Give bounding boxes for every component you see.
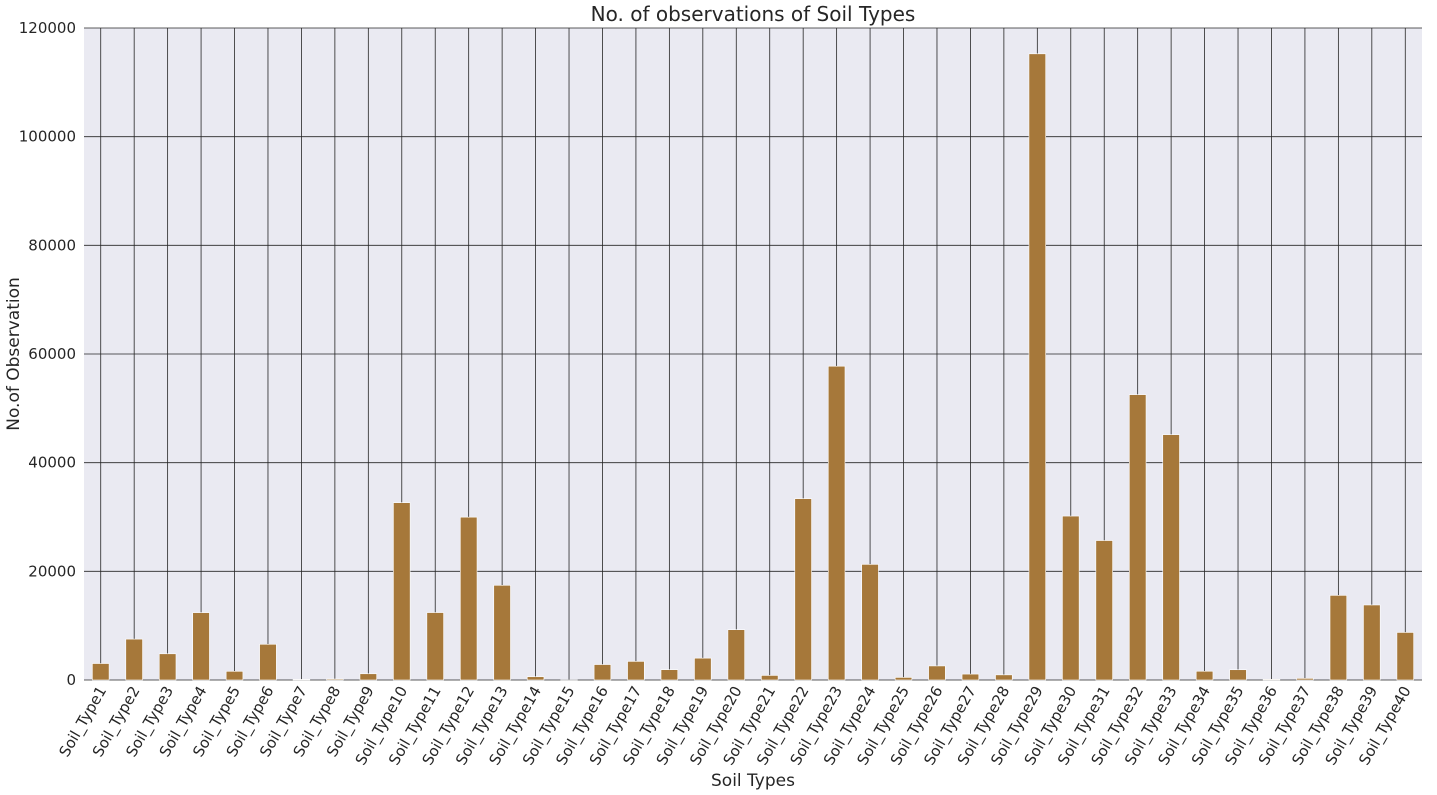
bar-soil-type20 bbox=[727, 629, 745, 681]
bar-soil-type25 bbox=[894, 677, 913, 681]
bar-soil-type35 bbox=[1229, 669, 1247, 681]
bar-soil-type3 bbox=[158, 653, 177, 681]
bar-soil-type8 bbox=[326, 678, 344, 681]
bar-soil-type2 bbox=[125, 638, 143, 681]
y-tick-label: 120000 bbox=[19, 19, 76, 37]
bar-soil-type27 bbox=[961, 673, 980, 681]
bar-soil-type19 bbox=[694, 657, 712, 681]
bar-soil-type31 bbox=[1095, 540, 1113, 681]
chart-title: No. of observations of Soil Types bbox=[591, 2, 916, 26]
x-tick-labels: Soil_Type1Soil_Type2Soil_Type3Soil_Type4… bbox=[55, 683, 1415, 769]
bar-soil-type38 bbox=[1329, 595, 1348, 681]
y-tick-label: 0 bbox=[66, 671, 76, 689]
bar-soil-type26 bbox=[928, 665, 946, 681]
bar-soil-type33 bbox=[1162, 434, 1180, 681]
bar-soil-type10 bbox=[393, 502, 411, 681]
bar-soil-type1 bbox=[92, 663, 110, 681]
bar-soil-type6 bbox=[259, 643, 277, 681]
bar-soil-type13 bbox=[493, 584, 511, 681]
y-tick-label: 80000 bbox=[28, 236, 76, 254]
bar-soil-type16 bbox=[593, 664, 612, 681]
bar-soil-type32 bbox=[1129, 394, 1147, 681]
bar-soil-type22 bbox=[794, 498, 812, 681]
bar-soil-type21 bbox=[761, 675, 779, 681]
y-tick-labels: 0 20000 40000 60000 80000 100000 120000 bbox=[19, 19, 76, 689]
bar-soil-type36 bbox=[1262, 679, 1281, 681]
y-tick-label: 60000 bbox=[28, 345, 76, 363]
bars bbox=[92, 53, 1414, 681]
bar-soil-type34 bbox=[1195, 670, 1214, 681]
y-tick-label: 40000 bbox=[28, 454, 76, 472]
bar-soil-type30 bbox=[1062, 515, 1080, 681]
bar-soil-type39 bbox=[1363, 604, 1381, 681]
bar-soil-type37 bbox=[1296, 678, 1314, 681]
bar-soil-type24 bbox=[861, 564, 879, 681]
bar-soil-type14 bbox=[526, 676, 545, 681]
bar-soil-type9 bbox=[359, 673, 377, 681]
y-tick-label: 100000 bbox=[19, 128, 76, 146]
bar-soil-type29 bbox=[1028, 53, 1046, 681]
bar-soil-type40 bbox=[1396, 632, 1414, 681]
x-axis-label: Soil Types bbox=[711, 771, 795, 791]
bar-soil-type12 bbox=[460, 516, 478, 681]
y-axis-label: No.of Observation bbox=[4, 277, 24, 431]
bar-soil-type11 bbox=[426, 612, 444, 681]
bar-soil-type7 bbox=[292, 679, 311, 681]
bar-soil-type5 bbox=[225, 671, 244, 681]
bar-soil-type23 bbox=[827, 365, 846, 681]
bar-soil-type4 bbox=[192, 612, 210, 681]
y-tick-label: 20000 bbox=[28, 562, 76, 580]
bar-soil-type28 bbox=[995, 674, 1013, 681]
bar-soil-type17 bbox=[627, 661, 645, 681]
bar-soil-type18 bbox=[660, 669, 679, 681]
